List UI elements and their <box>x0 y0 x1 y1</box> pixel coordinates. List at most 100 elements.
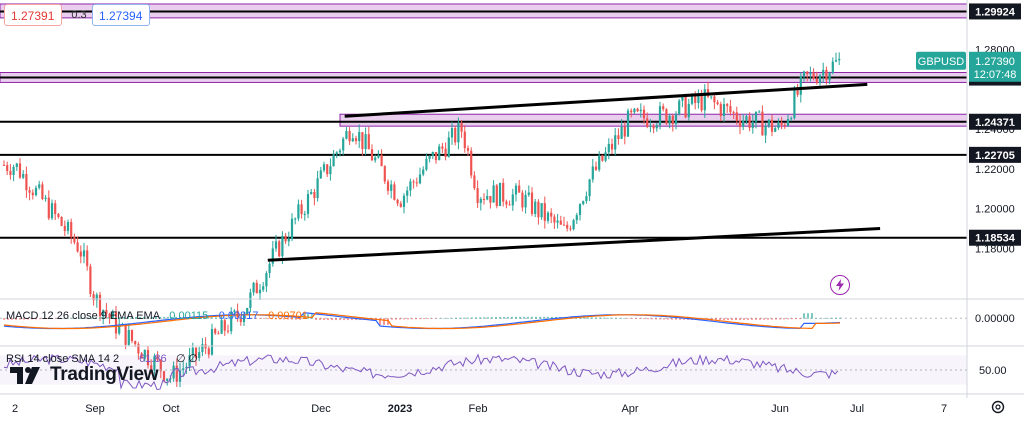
macd-histogram-bar <box>671 318 673 320</box>
candle-body <box>502 182 505 202</box>
x-tick-label: Jul <box>850 403 864 415</box>
candle-body <box>41 184 44 199</box>
candle-body <box>127 330 130 345</box>
candle-body <box>300 204 303 215</box>
macd-histogram-bar <box>591 317 593 319</box>
macd-histogram-bar <box>231 317 233 319</box>
macd-histogram-bar <box>543 316 545 319</box>
macd-histogram-bar <box>535 316 537 319</box>
candle-body <box>47 197 50 219</box>
sell-price-box[interactable]: 1.27391 <box>4 4 62 26</box>
macd-histogram-bar <box>355 318 357 321</box>
candle-body <box>118 325 121 334</box>
macd-histogram-bar <box>239 317 241 319</box>
candle-body <box>284 235 287 242</box>
macd-histogram-bar <box>639 318 641 319</box>
candle-body <box>82 250 86 257</box>
macd-histogram-bar <box>155 316 157 319</box>
candle-body <box>828 72 831 81</box>
candle-body <box>732 112 735 114</box>
candle-body <box>134 341 137 345</box>
macd-histogram-bar <box>83 317 85 319</box>
candle-body <box>297 204 300 219</box>
symbol-tag-bg <box>916 51 966 70</box>
macd-histogram-bar <box>263 318 265 320</box>
candle-body <box>713 96 716 103</box>
candle-body <box>66 222 70 231</box>
macd-histogram-bar <box>643 318 645 320</box>
rsi-value: ∅ <box>188 353 198 365</box>
settings-gear-icon[interactable] <box>991 400 1005 414</box>
macd-histogram-bar <box>19 318 21 320</box>
candle-body <box>738 120 742 127</box>
candle-body <box>434 152 438 161</box>
buy-price-box[interactable]: 1.27394 <box>92 4 150 26</box>
macd-histogram-bar <box>223 317 225 319</box>
macd-histogram-bar <box>291 318 293 320</box>
macd-histogram-bar <box>715 318 717 321</box>
candle-body <box>12 167 15 175</box>
macd-histogram-bar <box>75 317 77 319</box>
candle-body <box>630 110 633 113</box>
macd-histogram-bar <box>111 317 113 319</box>
candle-body <box>239 317 242 322</box>
candle-body <box>559 220 562 225</box>
candle-body <box>274 241 278 249</box>
rsi-title[interactable]: RSI 14 close SMA 14 2 <box>6 353 119 365</box>
macd-histogram-bar <box>495 317 497 319</box>
macd-histogram-bar <box>219 317 221 319</box>
x-tick-label: Apr <box>621 403 638 415</box>
macd-histogram-bar <box>159 316 161 319</box>
candle-body <box>626 110 630 137</box>
macd-histogram-bar <box>471 317 473 319</box>
x-tick-label: Jun <box>771 403 789 415</box>
macd-histogram-bar <box>627 318 629 319</box>
candle-body <box>162 371 166 381</box>
y-tick-label: 1.20000 <box>975 204 1015 216</box>
macd-histogram-bar <box>275 318 277 320</box>
macd-histogram-bar <box>743 318 745 320</box>
macd-histogram-bar <box>415 318 417 320</box>
macd-histogram-bar <box>295 318 297 320</box>
macd-histogram-bar <box>807 313 809 319</box>
candle-body <box>454 127 457 143</box>
level-label: 1.22705 <box>975 150 1015 162</box>
upper-trendline[interactable] <box>344 82 868 118</box>
macd-title[interactable]: MACD 12 26 close 9 EMA EMA <box>6 310 161 322</box>
lower-trendline[interactable] <box>267 226 881 262</box>
candle-body <box>364 134 367 150</box>
macd-histogram-bar <box>55 318 57 319</box>
macd-histogram-bar <box>447 317 449 319</box>
candle-body <box>639 109 642 112</box>
candle-body <box>60 216 63 226</box>
candle-body <box>652 125 655 129</box>
candle-body <box>457 123 460 143</box>
y-tick-label: 1.24000 <box>975 124 1015 136</box>
candle-body <box>140 353 143 359</box>
macd-histogram-bar <box>67 318 69 319</box>
candle-body <box>678 100 681 115</box>
macd-histogram-bar <box>171 316 173 319</box>
macd-histogram-bar <box>267 318 269 320</box>
candle-body <box>358 132 361 142</box>
candle-body <box>550 212 553 217</box>
candle-body <box>594 166 598 170</box>
candle-body <box>22 173 25 178</box>
macd-histogram-bar <box>791 318 793 320</box>
candle-body <box>505 201 508 205</box>
candle-body <box>687 103 690 118</box>
candle-body <box>498 182 502 206</box>
candle-body <box>258 289 262 294</box>
rsi-tick-label: 50.00 <box>979 365 1007 377</box>
macd-histogram-bar <box>663 318 665 320</box>
flash-icon[interactable] <box>830 275 850 295</box>
candle-body <box>130 330 134 342</box>
macd-histogram-bar <box>611 317 613 319</box>
macd-histogram-bar <box>811 313 813 319</box>
candle-body <box>783 124 786 126</box>
candle-body <box>511 194 514 206</box>
candle-body <box>767 119 770 126</box>
candle-body <box>834 60 838 62</box>
macd-histogram-bar <box>623 318 625 319</box>
